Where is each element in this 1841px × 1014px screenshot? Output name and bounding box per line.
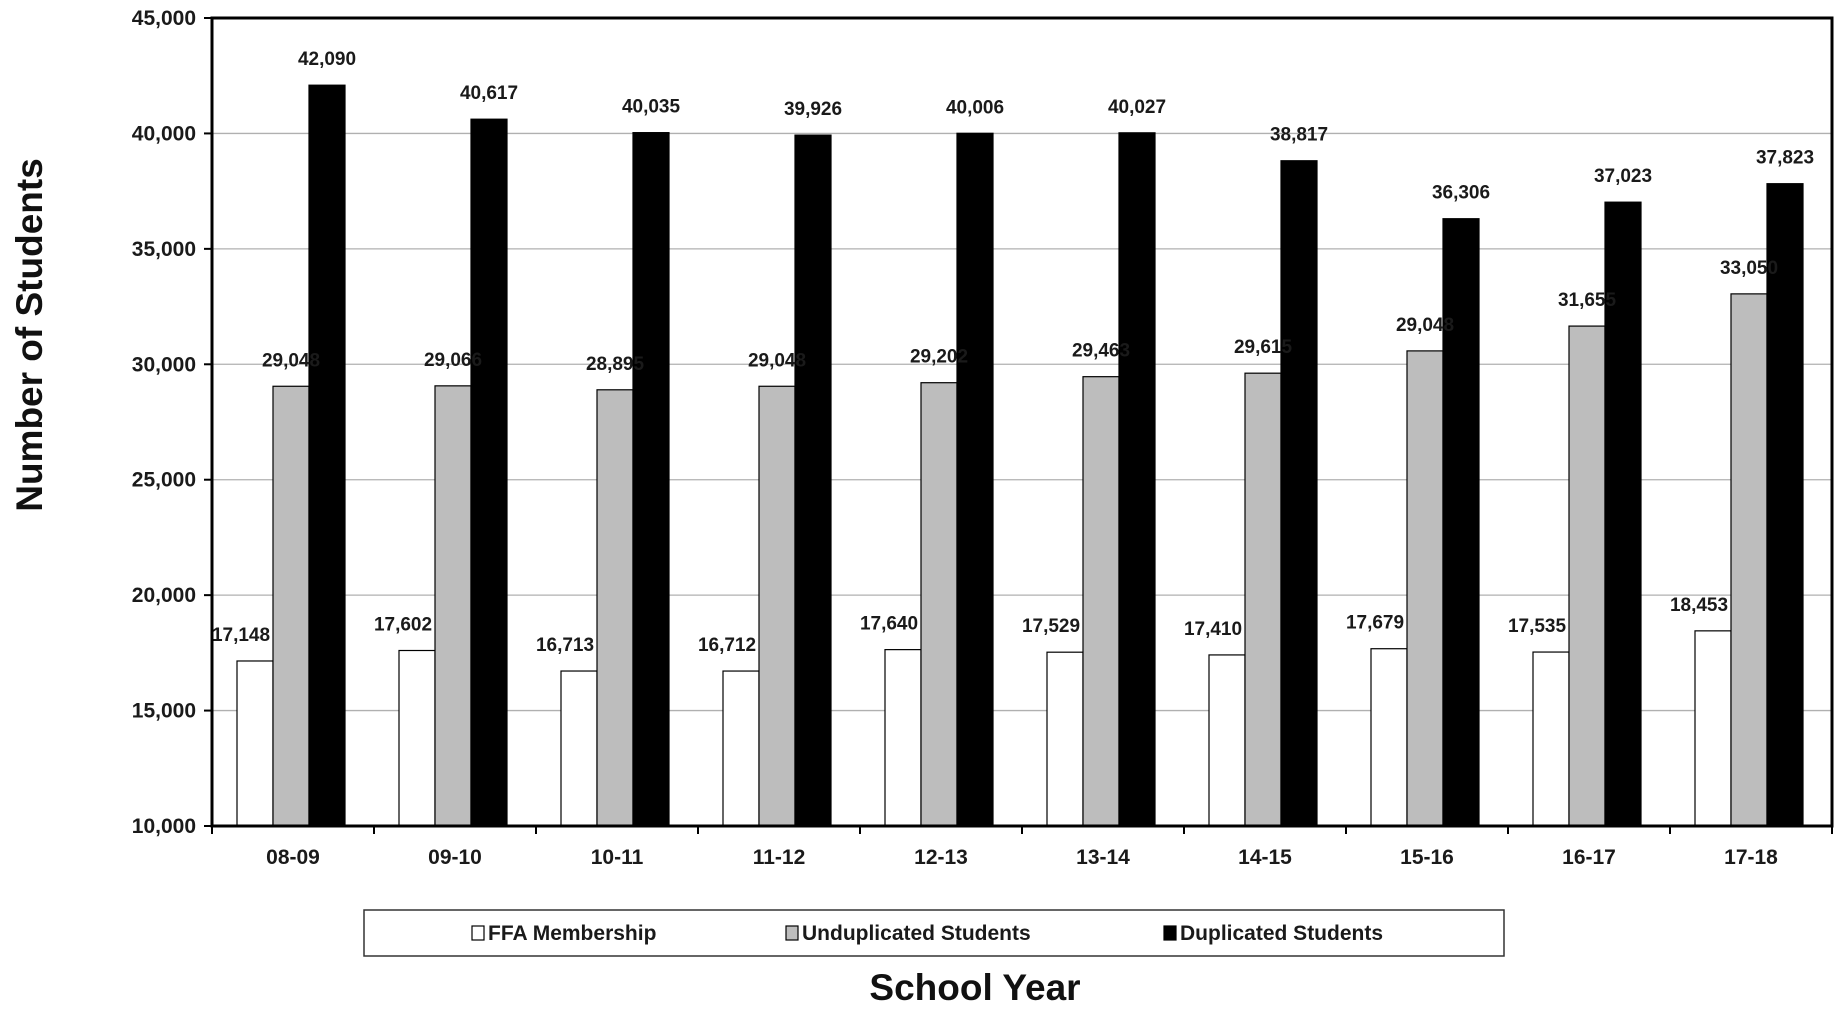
bar-ffa-membership: [236, 660, 274, 827]
bar-ffa-membership: [398, 649, 436, 827]
data-label-unduplicated-students: 29,202: [910, 347, 968, 368]
bar-duplicated-students: [308, 84, 346, 827]
y-tick-label: 25,000: [132, 469, 196, 492]
bar-unduplicated-students: [272, 385, 310, 827]
bar-unduplicated-students: [920, 382, 958, 827]
bar-ffa-membership: [1208, 654, 1246, 827]
bar-duplicated-students: [1118, 132, 1156, 827]
data-label-duplicated-students: 37,023: [1594, 166, 1652, 187]
legend-swatch-duplicated-students: [1163, 925, 1177, 941]
data-label-unduplicated-students: 29,048: [1396, 315, 1454, 336]
data-label-duplicated-students: 38,817: [1270, 125, 1328, 146]
x-axis-title: School Year: [869, 967, 1080, 1008]
data-label-ffa-membership: 17,148: [212, 625, 270, 646]
data-label-ffa-membership: 17,679: [1346, 613, 1404, 634]
bar-duplicated-students: [794, 134, 832, 827]
x-tick-label: 08-09: [266, 846, 320, 869]
data-label-duplicated-students: 39,926: [784, 99, 842, 120]
legend-swatch-ffa-membership: [471, 925, 485, 941]
bar-unduplicated-students: [434, 385, 472, 827]
data-label-unduplicated-students: 28,895: [586, 354, 645, 375]
data-label-duplicated-students: 40,027: [1108, 97, 1166, 118]
x-axis-ticks: 08-09 09-10 10-11 11-12 12-13 13-14 14-15 15-16…: [211, 826, 1833, 869]
bar-ffa-membership: [1046, 651, 1084, 827]
bar-unduplicated-students: [1568, 325, 1606, 827]
data-label-ffa-membership: 17,535: [1508, 616, 1567, 637]
data-label-duplicated-students: 40,006: [946, 97, 1004, 118]
data-label-unduplicated-students: 29,048: [262, 350, 320, 371]
x-tick-label: 09-10: [428, 846, 482, 869]
data-label-ffa-membership: 16,712: [698, 635, 756, 656]
y-axis-title: Number of Students: [9, 158, 50, 512]
bars: [236, 84, 1804, 827]
bar-duplicated-students: [1280, 160, 1318, 827]
bar-unduplicated-students: [1082, 376, 1120, 827]
x-tick-label: 10-11: [591, 846, 644, 869]
data-label-duplicated-students: 40,035: [622, 97, 681, 118]
x-tick-label: 14-15: [1238, 846, 1292, 869]
data-label-duplicated-students: 40,617: [460, 83, 518, 104]
data-label-duplicated-students: 42,090: [298, 49, 356, 70]
bar-unduplicated-students: [758, 385, 796, 827]
bar-duplicated-students: [1766, 183, 1804, 827]
x-tick-label: 12-13: [914, 846, 968, 869]
bar-ffa-membership: [1370, 648, 1408, 827]
bar-ffa-membership: [1694, 630, 1732, 827]
legend-label-unduplicated-students: Unduplicated Students: [802, 922, 1031, 945]
y-tick-label: 10,000: [132, 815, 196, 838]
legend-box: [363, 909, 1505, 957]
bar-unduplicated-students: [596, 389, 634, 827]
data-label-ffa-membership: 18,453: [1670, 595, 1728, 616]
x-tick-label: 15-16: [1400, 846, 1454, 869]
x-tick-label: 16-17: [1562, 846, 1616, 869]
x-tick-label: 17-18: [1724, 846, 1778, 869]
bar-duplicated-students: [956, 132, 994, 827]
data-label-duplicated-students: 37,823: [1756, 148, 1814, 169]
bar-unduplicated-students: [1730, 293, 1768, 827]
data-label-unduplicated-students: 29,066: [424, 350, 482, 371]
y-tick-label: 30,000: [132, 353, 196, 376]
data-label-unduplicated-students: 29,615: [1234, 337, 1293, 358]
bar-unduplicated-students: [1406, 350, 1444, 827]
bar-ffa-membership: [560, 670, 598, 827]
data-label-unduplicated-students: 31,655: [1558, 290, 1617, 311]
data-label-unduplicated-students: 29,463: [1072, 341, 1130, 362]
data-label-unduplicated-students: 29,048: [748, 350, 806, 371]
bar-ffa-membership: [1532, 651, 1570, 827]
bar-duplicated-students: [470, 118, 508, 827]
legend: FFA Membership Unduplicated Students Dup…: [363, 909, 1505, 957]
data-label-unduplicated-students: 33,050: [1720, 258, 1778, 279]
data-label-ffa-membership: 17,529: [1022, 616, 1080, 637]
data-label-ffa-membership: 17,640: [860, 614, 918, 635]
legend-swatch-unduplicated-students: [785, 925, 799, 941]
legend-label-duplicated-students: Duplicated Students: [1180, 922, 1383, 945]
y-tick-label: 45,000: [132, 7, 196, 30]
x-tick-label: 11-12: [753, 846, 806, 869]
data-label-duplicated-students: 36,306: [1432, 183, 1490, 204]
bar-ffa-membership: [884, 649, 922, 827]
data-labels: 17,148 29,048 42,090 17,602 29,066 40,617 16,7…: [212, 49, 1814, 656]
bar-ffa-membership: [722, 670, 760, 827]
bar-duplicated-students: [632, 132, 670, 827]
y-axis-ticks: 10,000 15,000 20,000 25,000 30,000 35,000 40,0…: [132, 7, 212, 838]
bar-duplicated-students: [1442, 218, 1480, 827]
bar-unduplicated-students: [1244, 372, 1282, 827]
y-tick-label: 35,000: [132, 238, 196, 261]
data-label-ffa-membership: 17,602: [374, 615, 432, 636]
y-tick-label: 20,000: [132, 584, 196, 607]
y-tick-label: 15,000: [132, 700, 196, 723]
legend-label-ffa-membership: FFA Membership: [488, 922, 656, 945]
data-label-ffa-membership: 16,713: [536, 635, 594, 656]
data-label-ffa-membership: 17,410: [1184, 619, 1242, 640]
y-tick-label: 40,000: [132, 122, 196, 145]
x-tick-label: 13-14: [1076, 846, 1130, 869]
